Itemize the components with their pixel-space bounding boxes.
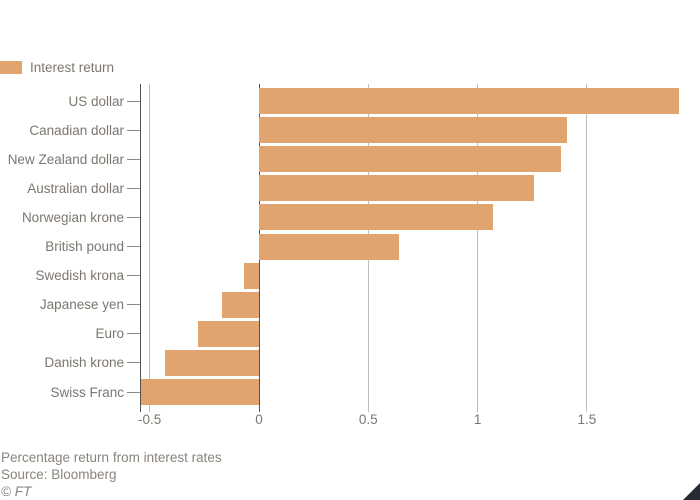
category-label-australian-dollar: Australian dollar: [27, 180, 124, 196]
category-label-euro: Euro: [95, 326, 124, 342]
x-tick-1: [477, 405, 479, 412]
category-tick-australian-dollar: [127, 187, 140, 189]
x-tick-label-0.5: 0.5: [358, 412, 378, 427]
bar-british-pound: [259, 233, 399, 260]
bar-danish-krone: [165, 349, 259, 376]
legend-swatch-icon: [0, 61, 22, 74]
gridline-1.5: [586, 84, 588, 405]
bar-australian-dollar: [259, 175, 535, 202]
category-tick-new-zealand-dollar: [127, 158, 140, 160]
footer-note: Percentage return from interest rates: [1, 450, 222, 465]
gridline-1: [477, 84, 479, 405]
category-tick-us-dollar: [127, 100, 140, 102]
category-label-canadian-dollar: Canadian dollar: [29, 122, 124, 138]
category-label-us-dollar: US dollar: [68, 93, 124, 109]
footer-source: Source: Bloomberg: [1, 467, 117, 482]
x-tick-label-1: 1: [473, 412, 482, 427]
category-label-danish-krone: Danish krone: [44, 355, 124, 371]
category-tick-swiss-franc: [127, 391, 140, 393]
gridline--0.5: [149, 84, 151, 405]
y-axis-line: [139, 84, 141, 412]
footer-copyright: © FT: [1, 484, 32, 499]
bar-norwegian-krone: [259, 204, 493, 231]
category-tick-swedish-krona: [127, 275, 140, 277]
bar-swedish-krona: [243, 262, 259, 289]
bar-new-zealand-dollar: [259, 146, 561, 173]
legend-label: Interest return: [30, 60, 115, 75]
bar-us-dollar: [259, 88, 679, 114]
category-label-british-pound: British pound: [45, 239, 124, 254]
category-label-japanese-yen: Japanese yen: [39, 297, 124, 313]
legend: Interest return: [0, 59, 114, 76]
category-tick-japanese-yen: [127, 304, 140, 306]
bar-swiss-franc: [140, 379, 259, 405]
x-tick-1.5: [586, 405, 588, 412]
category-tick-british-pound: [127, 246, 140, 247]
bar-euro: [197, 320, 259, 347]
chart-footer: Percentage return from interest rates So…: [1, 449, 222, 500]
corner-triangle-icon: [683, 483, 700, 500]
bar-canadian-dollar: [259, 117, 568, 144]
category-tick-euro: [127, 333, 140, 335]
category-tick-danish-krone: [127, 362, 140, 364]
x-tick-0.5: [367, 405, 369, 412]
category-label-swiss-franc: Swiss Franc: [50, 384, 124, 400]
category-label-new-zealand-dollar: New Zealand dollar: [7, 151, 124, 167]
x-tick-label--0.5: -0.5: [138, 412, 162, 427]
x-tick--0.5: [149, 405, 151, 412]
x-tick-label-1.5: 1.5: [577, 412, 597, 427]
bar-japanese-yen: [221, 291, 259, 318]
category-label-swedish-krona: Swedish krona: [35, 268, 124, 284]
category-label-norwegian-krone: Norwegian krone: [21, 209, 124, 225]
category-tick-canadian-dollar: [127, 129, 140, 131]
category-tick-norwegian-krone: [127, 216, 140, 218]
x-tick-label-0: 0: [255, 412, 263, 427]
